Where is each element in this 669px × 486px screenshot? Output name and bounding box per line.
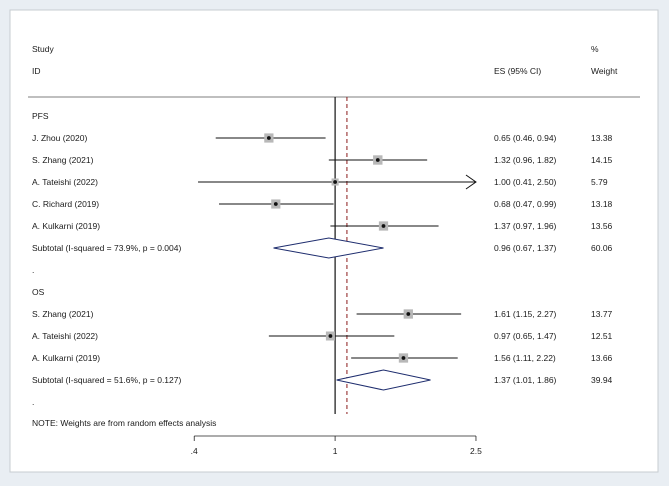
subtotal-es-ci: 1.37 (1.01, 1.86) — [494, 375, 557, 385]
header-weight: Weight — [591, 66, 618, 76]
study-es-ci: 0.65 (0.46, 0.94) — [494, 133, 557, 143]
footnote: NOTE: Weights are from random effects an… — [32, 418, 216, 428]
x-tick-label: 2.5 — [470, 446, 482, 456]
study-weight: 13.18 — [591, 199, 613, 209]
study-es-ci: 1.32 (0.96, 1.82) — [494, 155, 557, 165]
study-label: S. Zhang (2021) — [32, 309, 94, 319]
subtotal-weight: 60.06 — [591, 243, 613, 253]
study-weight: 13.66 — [591, 353, 613, 363]
study-weight: 5.79 — [591, 177, 608, 187]
subtotal-weight: 39.94 — [591, 375, 613, 385]
study-es-ci: 1.61 (1.15, 2.27) — [494, 309, 557, 319]
study-point-estimate — [333, 180, 337, 184]
study-weight: 12.51 — [591, 331, 613, 341]
header-study: Study — [32, 44, 54, 54]
x-tick-label: .4 — [191, 446, 198, 456]
group-spacer-dot: . — [32, 265, 34, 275]
study-point-estimate — [401, 356, 406, 360]
study-label: J. Zhou (2020) — [32, 133, 87, 143]
subtotal-diamond — [336, 369, 431, 391]
study-weight: 13.56 — [591, 221, 613, 231]
study-point-estimate — [375, 158, 380, 162]
study-label: A. Kulkarni (2019) — [32, 353, 100, 363]
subtotal-label: Subtotal (I-squared = 51.6%, p = 0.127) — [32, 375, 181, 385]
study-label: A. Tateishi (2022) — [32, 331, 98, 341]
subtotal-diamond — [273, 237, 384, 259]
study-label: C. Richard (2019) — [32, 199, 99, 209]
study-es-ci: 0.68 (0.47, 0.99) — [494, 199, 557, 209]
ci-arrow-right — [465, 174, 477, 190]
study-point-estimate — [273, 202, 278, 206]
group-spacer-dot: . — [32, 397, 34, 407]
group-label: PFS — [32, 111, 49, 121]
subtotal-label: Subtotal (I-squared = 73.9%, p = 0.004) — [32, 243, 181, 253]
x-tick-label: 1 — [333, 446, 338, 456]
study-es-ci: 1.56 (1.11, 2.22) — [494, 353, 556, 363]
subtotal-es-ci: 0.96 (0.67, 1.37) — [494, 243, 557, 253]
study-point-estimate — [266, 136, 271, 140]
header-id: ID — [32, 66, 41, 76]
header-weight-percent: % — [591, 44, 599, 54]
study-weight: 14.15 — [591, 155, 613, 165]
study-es-ci: 1.37 (0.97, 1.96) — [494, 221, 557, 231]
study-point-estimate — [406, 312, 411, 316]
group-label: OS — [32, 287, 45, 297]
study-label: A. Tateishi (2022) — [32, 177, 98, 187]
study-label: A. Kulkarni (2019) — [32, 221, 100, 231]
study-es-ci: 1.00 (0.41, 2.50) — [494, 177, 557, 187]
study-label: S. Zhang (2021) — [32, 155, 94, 165]
study-es-ci: 0.97 (0.65, 1.47) — [494, 331, 557, 341]
study-point-estimate — [328, 334, 333, 338]
study-weight: 13.38 — [591, 133, 613, 143]
header-es-ci: ES (95% CI) — [494, 66, 541, 76]
study-weight: 13.77 — [591, 309, 613, 319]
study-point-estimate — [381, 224, 386, 228]
